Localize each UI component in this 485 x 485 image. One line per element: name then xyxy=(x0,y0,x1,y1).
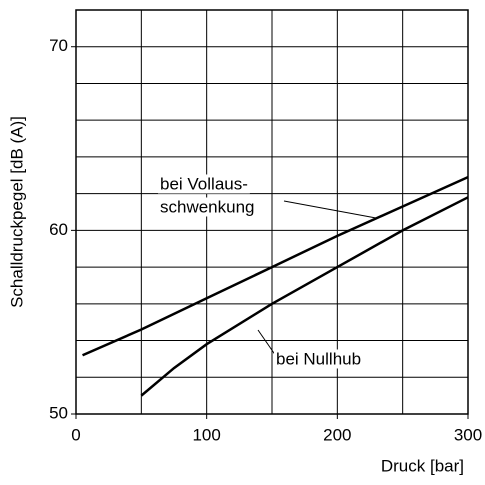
leader-line xyxy=(283,200,377,219)
y-tick-label: 70 xyxy=(49,36,68,55)
annotation-bg xyxy=(158,197,257,217)
annotation: bei Vollaus- xyxy=(160,174,248,193)
annotation: bei Nullhub xyxy=(276,349,361,368)
x-tick-label: 200 xyxy=(323,425,351,444)
plot-frame xyxy=(75,9,469,415)
annotation-bg xyxy=(158,174,250,194)
annotation-bg xyxy=(274,349,364,369)
y-tick-label: 50 xyxy=(49,403,68,422)
x-tick-label: 0 xyxy=(71,425,80,444)
x-tick-label: 300 xyxy=(454,425,482,444)
y-axis-label: Schalldruckpegel [dB (A)] xyxy=(7,116,26,308)
leader-line xyxy=(257,329,277,357)
x-axis-label: Druck [bar] xyxy=(381,456,464,475)
line-series xyxy=(82,175,469,357)
annotation: schwenkung xyxy=(160,197,255,216)
x-tick-label: 100 xyxy=(192,425,220,444)
y-tick-label: 60 xyxy=(49,220,68,239)
line-series xyxy=(140,196,469,397)
